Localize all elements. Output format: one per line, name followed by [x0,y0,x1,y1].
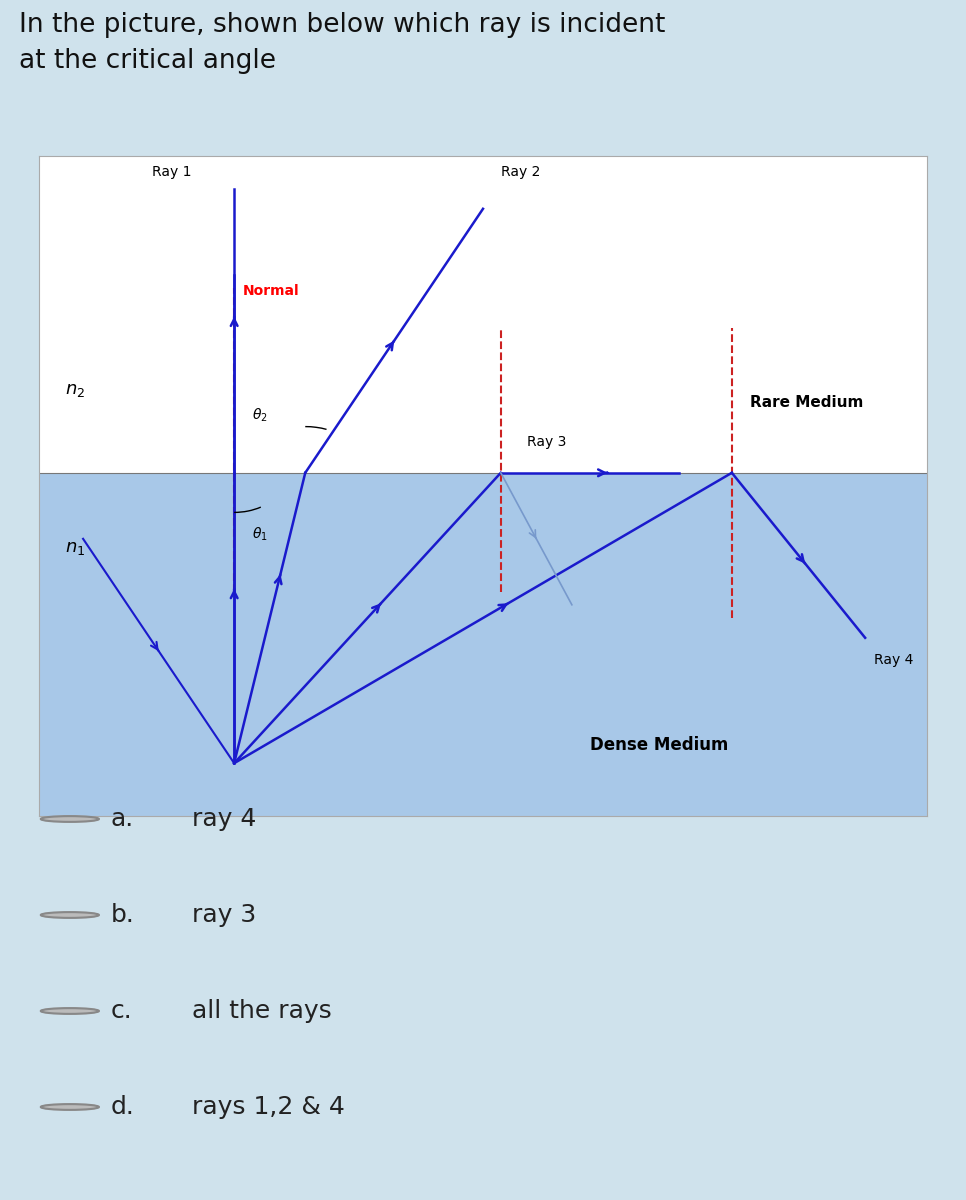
Circle shape [41,1104,99,1110]
Text: Normal: Normal [243,283,299,298]
Text: all the rays: all the rays [192,998,332,1022]
Text: rays 1,2 & 4: rays 1,2 & 4 [192,1094,345,1118]
Text: Ray 4: Ray 4 [874,653,914,667]
Circle shape [41,816,99,822]
Text: a.: a. [111,806,134,830]
Text: $n_1$: $n_1$ [66,539,86,557]
Circle shape [41,1008,99,1014]
Text: Dense Medium: Dense Medium [589,736,728,754]
Text: $\theta_1$: $\theta_1$ [252,526,268,544]
Circle shape [41,912,99,918]
Text: Rare Medium: Rare Medium [750,395,863,409]
Text: $\theta_2$: $\theta_2$ [252,407,268,425]
Text: Ray 3: Ray 3 [527,436,567,449]
Text: c.: c. [111,998,132,1022]
Text: $n_2$: $n_2$ [66,380,85,398]
Text: Ray 2: Ray 2 [500,164,540,179]
Text: ray 3: ray 3 [192,902,257,926]
Text: ray 4: ray 4 [192,806,257,830]
Text: b.: b. [111,902,134,926]
Text: In the picture, shown below which ray is incident
at the critical angle: In the picture, shown below which ray is… [19,12,666,74]
Text: Ray 1: Ray 1 [153,164,191,179]
Bar [39,473,927,816]
Text: d.: d. [111,1094,134,1118]
